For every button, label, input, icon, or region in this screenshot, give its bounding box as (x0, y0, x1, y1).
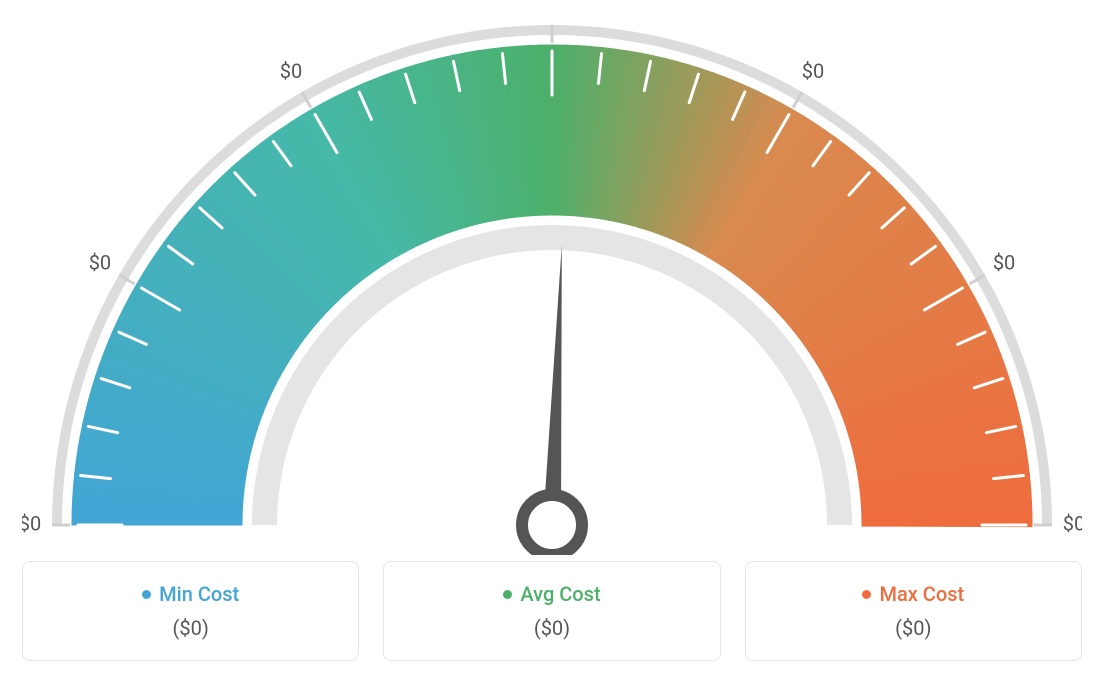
svg-text:$0: $0 (993, 250, 1015, 274)
legend-label-min: Min Cost (159, 582, 239, 606)
chart-container: $0$0$0$0$0$0$0 Min Cost ($0) Avg Cost ($… (0, 0, 1104, 690)
svg-text:$0: $0 (89, 250, 111, 274)
legend-card-min: Min Cost ($0) (22, 561, 359, 661)
dot-icon (503, 590, 512, 599)
legend-value-min: ($0) (35, 616, 346, 640)
dot-icon (142, 590, 151, 599)
legend-value-max: ($0) (758, 616, 1069, 640)
legend-title-max: Max Cost (758, 582, 1069, 606)
legend-card-max: Max Cost ($0) (745, 561, 1082, 661)
svg-text:$0: $0 (22, 511, 41, 535)
svg-text:$0: $0 (1063, 511, 1082, 535)
svg-text:$0: $0 (802, 59, 824, 83)
legend-label-avg: Avg Cost (520, 582, 600, 606)
gauge-svg: $0$0$0$0$0$0$0 (22, 15, 1082, 555)
legend-card-avg: Avg Cost ($0) (383, 561, 720, 661)
legend-title-avg: Avg Cost (396, 582, 707, 606)
legend-value-avg: ($0) (396, 616, 707, 640)
legend-title-min: Min Cost (35, 582, 346, 606)
legend-row: Min Cost ($0) Avg Cost ($0) Max Cost ($0… (22, 561, 1082, 661)
dot-icon (862, 590, 871, 599)
legend-label-max: Max Cost (879, 582, 964, 606)
gauge-chart: $0$0$0$0$0$0$0 (22, 15, 1082, 555)
svg-text:$0: $0 (280, 59, 302, 83)
